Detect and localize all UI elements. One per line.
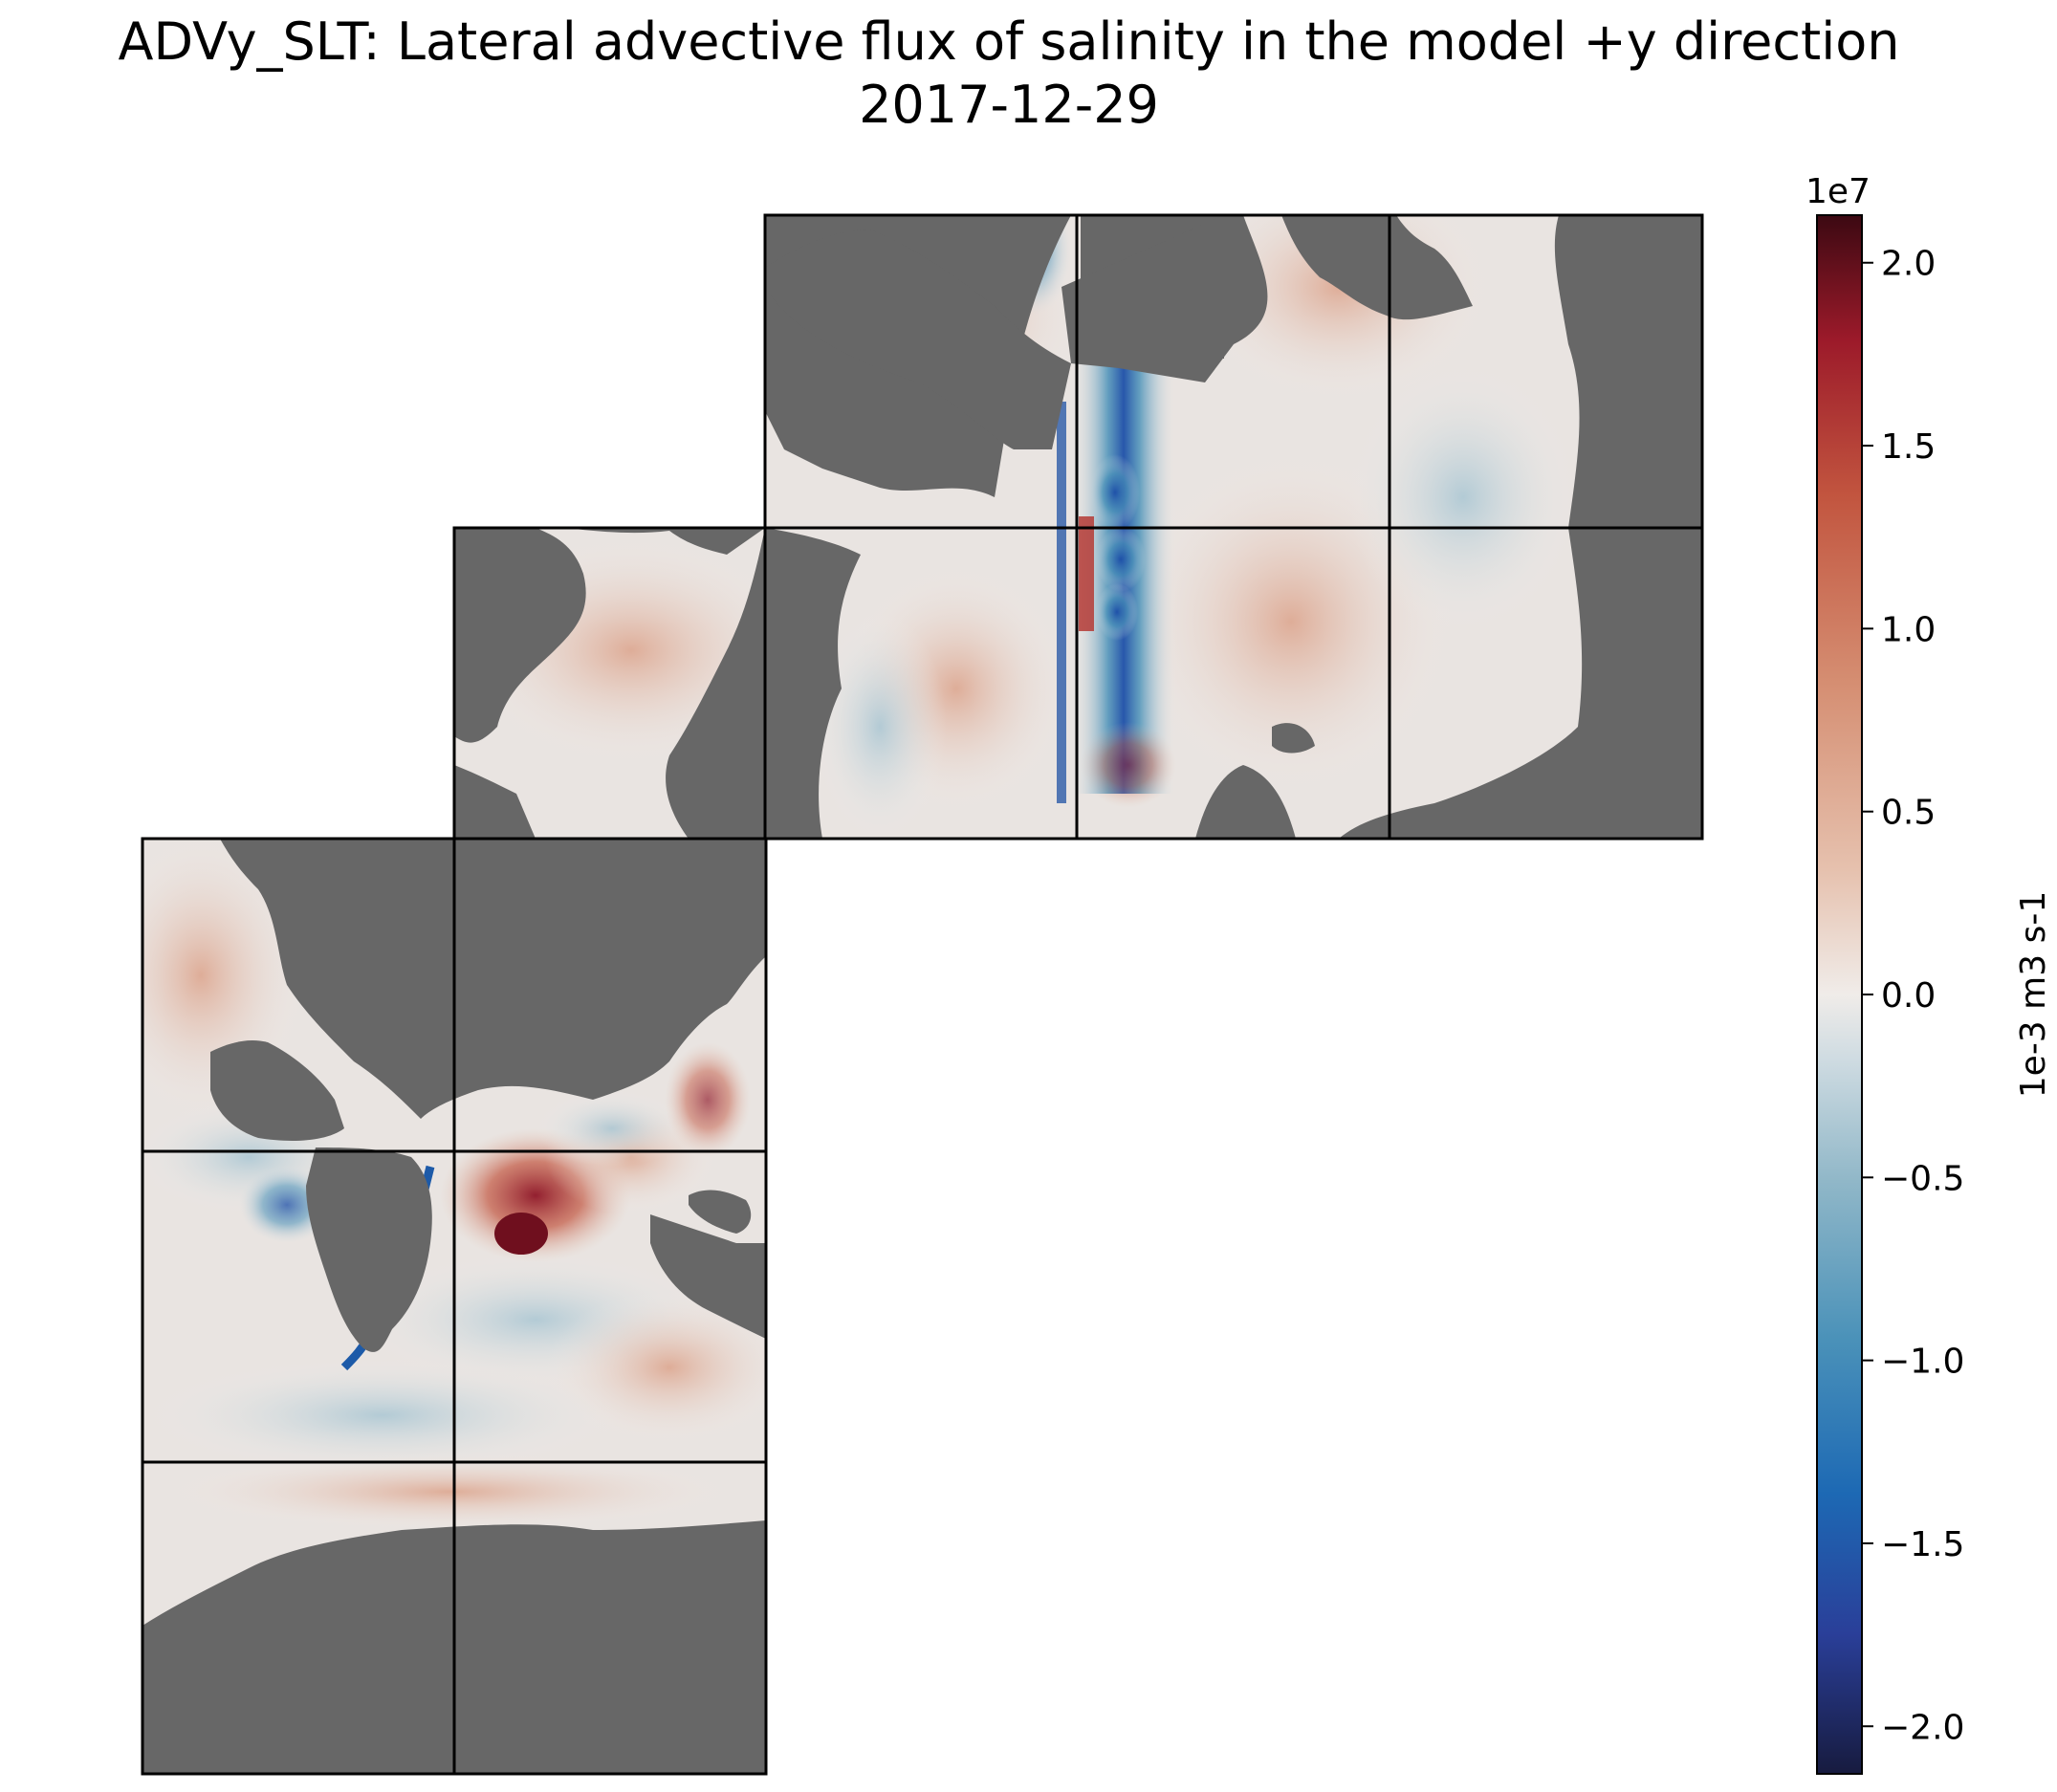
colorbar-tick-label: 2.0: [1881, 245, 1936, 284]
lower-tile-block: [142, 839, 766, 1774]
colorbar-tick-label: −0.5: [1881, 1159, 1964, 1198]
colorbar-tick-label: −2.0: [1881, 1708, 1964, 1747]
colorbar-offset-text: 1e7: [1805, 172, 1871, 211]
tile-lower-5: [452, 1460, 768, 1776]
colorbar-tick-label: 0.5: [1881, 794, 1936, 833]
lower-flux-pattern: [142, 839, 766, 1530]
chart-title: ADVy_SLT: Lateral advective flux of sali…: [119, 11, 1900, 72]
colorbar-tick-label: 1.5: [1881, 427, 1936, 467]
colorbar-ticks: 2.0 1.5 1.0 0.5 0.0 −0.5 −1.0 −1.5 −2.0: [1862, 245, 1964, 1747]
colorbar-label: 1e-3 m3 s-1: [2014, 891, 2053, 1098]
colorbar-tick-label: 1.0: [1881, 610, 1936, 649]
upper-land-masses: [454, 215, 1702, 839]
tile-grid-lines: [141, 213, 1704, 1776]
chart-subtitle: 2017-12-29: [859, 75, 1159, 135]
colorbar-tick-label: −1.5: [1881, 1525, 1964, 1564]
colorbar: 1e7 2.0 1.5 1.0 0.5 0.0 −0.5 −1.0 −1.5 −2.0 1e-3…: [1805, 172, 2053, 1775]
tile-upper-6: [1388, 526, 1704, 841]
colorbar-tick-label: −1.0: [1881, 1343, 1964, 1382]
colorbar-fill: [1816, 214, 1863, 1775]
colorbar-tick-label: 0.0: [1881, 976, 1936, 1016]
